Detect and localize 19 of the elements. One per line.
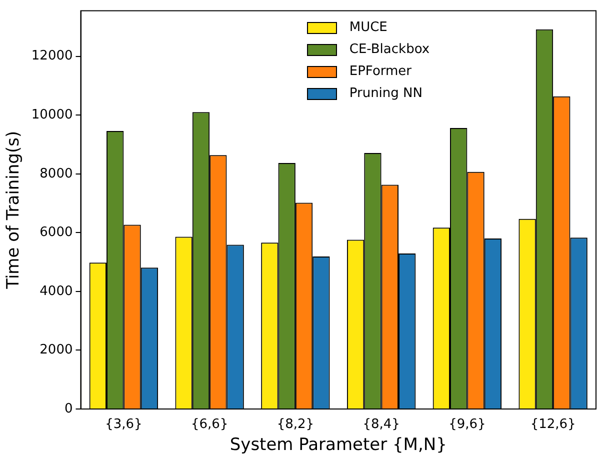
x-tick-label: {6,6} [190, 417, 228, 432]
y-tick-label: 2000 [40, 342, 73, 358]
legend-label: MUCE [349, 20, 388, 36]
x-tick-label: {12,6} [530, 417, 576, 432]
y-tick-label: 12000 [31, 48, 73, 64]
legend-label: EPFormer [349, 64, 412, 80]
x-axis-title: System Parameter {M,N} [230, 435, 447, 456]
y-tick-label: 0 [64, 401, 73, 416]
y-tick-label: 6000 [40, 225, 73, 240]
y-tick-label: 8000 [40, 166, 73, 182]
y-axis-title: Time of Training(s) [4, 130, 24, 290]
y-tick-label: 10000 [31, 108, 73, 122]
x-tick-label: {9,6} [448, 417, 486, 432]
x-tick-label: {8,2} [276, 417, 314, 432]
x-tick-label: {8,4} [362, 417, 400, 432]
legend-label: CE-Blackbox [349, 42, 430, 58]
y-tick-label: 4000 [40, 284, 73, 299]
legend-label: Pruning NN [349, 86, 422, 102]
x-tick-label: {3,6} [105, 417, 142, 432]
